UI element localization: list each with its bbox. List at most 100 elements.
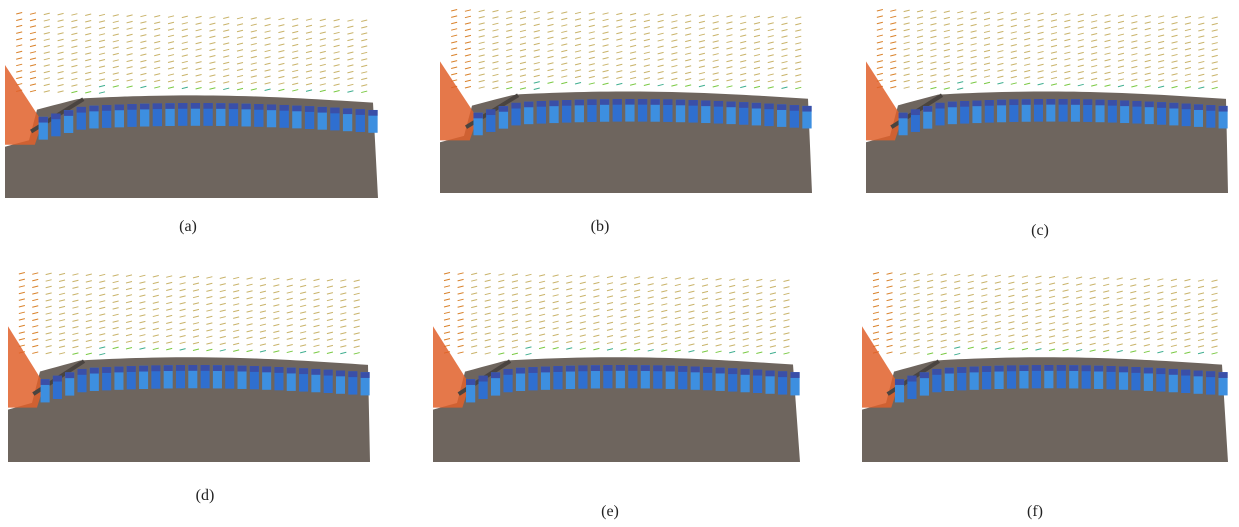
vector	[1078, 59, 1084, 61]
vector	[1185, 29, 1191, 31]
vector	[19, 319, 25, 321]
vector	[1024, 32, 1030, 33]
vector	[99, 72, 105, 74]
vector	[320, 32, 326, 34]
vector	[887, 286, 893, 288]
vector	[1212, 43, 1218, 45]
vector	[233, 323, 239, 325]
vector	[968, 341, 974, 343]
vector	[887, 273, 893, 275]
vector	[444, 338, 450, 340]
vector	[971, 76, 977, 78]
vector	[182, 81, 188, 83]
figure: (a)(b)(c)(d)(e)(f)	[0, 0, 1239, 527]
vector	[86, 353, 92, 355]
vector	[1076, 330, 1082, 332]
vector	[685, 85, 691, 87]
vector	[327, 326, 333, 328]
vector	[451, 29, 457, 31]
vector	[471, 299, 477, 301]
vector	[247, 311, 253, 313]
vector	[300, 325, 306, 327]
vector	[1118, 85, 1124, 87]
vector	[127, 21, 133, 23]
vector	[1105, 66, 1111, 68]
vector	[904, 55, 910, 57]
vector	[1172, 74, 1178, 76]
vector	[756, 319, 762, 321]
vector	[768, 48, 774, 50]
vector	[451, 41, 457, 43]
vector	[1103, 337, 1109, 339]
vector	[1172, 48, 1178, 50]
block-top	[1157, 102, 1166, 108]
vector	[968, 301, 974, 303]
vector	[917, 74, 923, 76]
vector	[180, 349, 186, 351]
vector	[900, 280, 906, 282]
vector	[877, 10, 883, 12]
vector	[971, 44, 977, 46]
vector	[873, 312, 879, 314]
vector	[444, 332, 450, 334]
vector	[954, 274, 960, 276]
block-top	[982, 366, 991, 372]
vector	[444, 325, 450, 327]
vector	[278, 76, 284, 78]
vector	[72, 307, 78, 309]
vector	[465, 80, 471, 82]
vector	[1185, 48, 1191, 50]
vector	[553, 328, 559, 330]
vector	[1157, 345, 1163, 347]
vector	[451, 54, 457, 56]
vector	[251, 56, 257, 58]
vector	[770, 326, 776, 328]
vector	[957, 43, 963, 45]
vector	[182, 87, 188, 89]
vector	[644, 46, 650, 48]
vector	[451, 10, 457, 12]
vector	[1158, 86, 1164, 88]
vector	[1024, 26, 1030, 28]
vector	[539, 275, 545, 277]
vector	[1051, 26, 1057, 28]
vector	[72, 333, 78, 335]
vector	[539, 321, 545, 323]
vector	[957, 37, 963, 39]
vector	[320, 58, 326, 60]
vector	[995, 282, 1001, 284]
vector	[658, 33, 664, 35]
vector	[292, 70, 298, 72]
vector	[72, 287, 78, 289]
cfd-image	[440, 5, 812, 193]
vector	[1144, 331, 1150, 333]
vector	[99, 14, 105, 16]
vector	[1064, 14, 1070, 16]
vector	[361, 26, 367, 28]
vector	[1051, 77, 1057, 79]
vector	[1049, 290, 1055, 292]
vector	[247, 291, 253, 293]
vector	[783, 353, 789, 355]
vector	[917, 87, 923, 89]
vector	[1024, 64, 1030, 66]
vector	[548, 76, 554, 78]
vector	[327, 293, 333, 295]
vector	[209, 75, 215, 77]
vector	[671, 14, 677, 16]
vector	[247, 337, 253, 339]
vector	[99, 287, 105, 289]
vector	[1063, 349, 1069, 351]
vector	[1022, 315, 1028, 317]
vector	[139, 295, 145, 297]
vector	[30, 19, 36, 21]
vector	[86, 307, 92, 309]
vector	[1185, 61, 1191, 63]
vector	[273, 291, 279, 293]
vector	[716, 279, 722, 281]
vector	[743, 325, 749, 327]
vector	[465, 29, 471, 31]
vector	[1158, 54, 1164, 56]
vector	[251, 18, 257, 20]
vector	[196, 16, 202, 18]
